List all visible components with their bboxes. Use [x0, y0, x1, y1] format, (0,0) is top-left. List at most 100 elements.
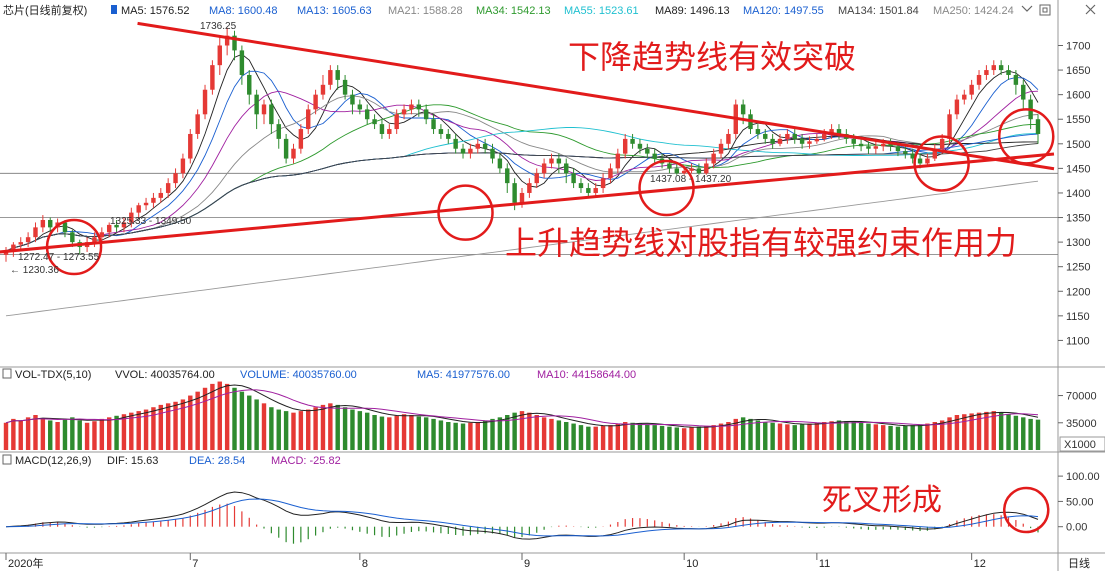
candle-body: [556, 158, 562, 164]
volume-bar: [401, 414, 407, 450]
candle-body: [630, 138, 635, 144]
volume-bar: [328, 403, 333, 450]
trendline: [137, 21, 1055, 171]
ma-legend-item: MA5: 1576.52: [121, 5, 190, 17]
candle-body: [910, 153, 915, 159]
candle-body: [888, 143, 893, 147]
price-label: 1437.08 - 1437.20: [650, 174, 732, 185]
candle-body: [505, 168, 510, 184]
ma-legend-item: MA34: 1542.13: [476, 5, 551, 17]
candle-body: [564, 163, 569, 174]
volume-bar: [180, 399, 186, 450]
candle-body: [984, 70, 989, 75]
volume-bar: [873, 424, 879, 450]
volume-bar: [387, 417, 392, 450]
candle-body: [224, 35, 230, 46]
volume-bar: [880, 425, 886, 450]
volume-bar: [188, 395, 193, 450]
candle-body: [446, 133, 451, 139]
candle-body: [394, 114, 399, 130]
volume-bar: [269, 407, 274, 450]
x-tick-label: 10: [686, 558, 698, 570]
candle-body: [873, 146, 879, 149]
volume-bar: [468, 422, 473, 450]
volume-ma10-line: [5, 389, 1039, 427]
candle-body: [3, 250, 9, 255]
window-icon: [1039, 4, 1051, 16]
ma134-line: [5, 143, 1039, 252]
candle-body: [151, 197, 156, 203]
volume-bar: [350, 409, 355, 450]
volume-bar: [696, 426, 702, 450]
candle-body: [519, 192, 525, 203]
candle-body: [954, 99, 960, 115]
candle-body: [320, 84, 326, 95]
price-label: ← 1230.36: [10, 265, 59, 276]
volume-bar: [792, 425, 797, 450]
volume-bar: [954, 415, 960, 450]
ma-legend-item: MA8: 1600.48: [209, 5, 278, 17]
volume-bar: [291, 412, 296, 450]
candle-body: [18, 242, 23, 245]
volume-bar: [48, 420, 53, 450]
volume-bar: [1028, 418, 1033, 450]
candle-body: [357, 104, 363, 110]
close-icon: [1085, 4, 1096, 15]
volume-bar: [976, 412, 982, 450]
volume-bar: [608, 425, 613, 450]
volume-bar: [40, 418, 46, 450]
candle-body: [814, 138, 820, 142]
volume-bar: [320, 404, 326, 450]
volume-bar: [431, 418, 436, 450]
volume-bar: [917, 424, 923, 450]
candle-body: [121, 222, 127, 228]
ma5-line: [5, 53, 1039, 252]
volume-bar: [62, 418, 68, 450]
candle-body: [792, 133, 797, 139]
macd-legend-item: DIF: 15.63: [107, 455, 158, 467]
candle-body: [158, 192, 164, 198]
candle-body: [1035, 119, 1041, 134]
volume-bar: [217, 381, 222, 450]
y-tick-label: 1250: [1066, 262, 1090, 274]
volume-bar: [541, 417, 547, 450]
x-tick-label: 9: [524, 558, 530, 570]
candle-body: [136, 205, 141, 213]
candle-body: [232, 35, 237, 51]
candle-body: [33, 227, 38, 238]
candle-body: [696, 168, 702, 174]
candle-body: [600, 178, 606, 189]
candle-body: [342, 79, 348, 95]
volume-bar: [283, 411, 289, 450]
volume-bar: [3, 422, 9, 450]
volume-bar: [755, 420, 761, 450]
volume-bar: [939, 420, 945, 450]
candle-body: [976, 74, 982, 85]
x-tick-label: 2020年: [8, 556, 43, 570]
volume-bar: [84, 422, 90, 450]
candle-body: [99, 232, 105, 238]
ma-legend-item: MA89: 1496.13: [655, 5, 730, 17]
volume-bar: [866, 423, 871, 450]
candle-body: [674, 168, 680, 174]
candle-body: [578, 183, 584, 189]
volume-bar: [600, 425, 606, 450]
highlight-circle: [998, 108, 1055, 165]
candle-body: [291, 148, 296, 159]
volume-bar: [733, 418, 738, 450]
volume-bar: [460, 423, 466, 450]
chart-title: 芯片(日线前复权): [3, 3, 87, 17]
ma-legend-item: MA120: 1497.55: [743, 5, 824, 17]
candle-body: [482, 143, 488, 149]
highlight-circle: [437, 184, 494, 241]
volume-bar: [1013, 415, 1019, 450]
volume-bar: [372, 415, 377, 450]
candle-body: [283, 138, 289, 159]
y-tick-label: 1200: [1066, 286, 1090, 298]
volume-bar: [151, 407, 156, 450]
annotation-support: 上升趋势线对股指有较强约束作用力: [505, 225, 1017, 261]
candle-body: [755, 129, 761, 134]
volume-bar: [173, 401, 178, 450]
volume-bar: [394, 415, 399, 450]
y-tick-label: 1550: [1066, 114, 1090, 126]
